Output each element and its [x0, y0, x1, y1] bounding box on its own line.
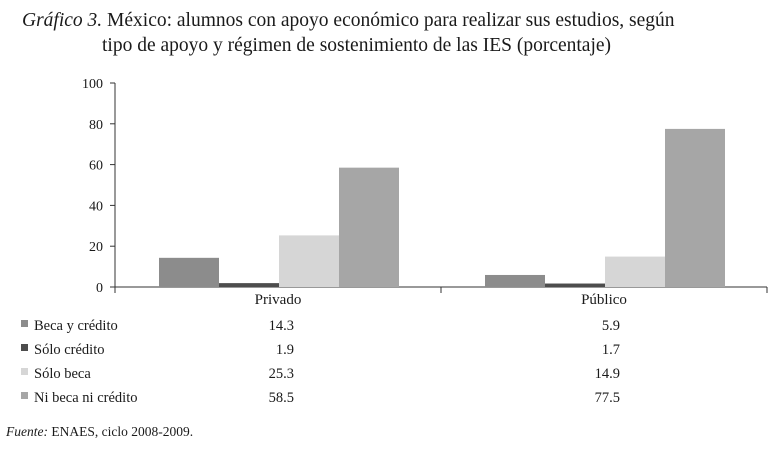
source-label: Fuente: [6, 424, 48, 439]
chart-title-line2: tipo de apoyo y régimen de sostenimiento… [102, 35, 612, 56]
y-tick-label: 100 [82, 77, 103, 92]
bar-1-2 [485, 274, 545, 287]
bar-3-2 [605, 256, 665, 287]
chart-title: Gráfico 3. México: alumnos con apoyo eco… [22, 8, 778, 58]
data-table-value: 1.9 [276, 342, 294, 358]
data-table-value: 77.5 [595, 390, 620, 406]
data-table-value: 1.7 [602, 342, 620, 358]
legend-label: Sólo crédito [34, 342, 104, 358]
y-tick-label: 80 [89, 118, 103, 133]
y-tick-label: 0 [96, 281, 103, 296]
data-table-value: 58.5 [269, 390, 294, 406]
data-table-value: 5.9 [602, 318, 620, 334]
legend-label: Sólo beca [34, 366, 91, 382]
bar-chart: 0 20 40 60 80 100 Privado Público Beca y crédito… [21, 77, 768, 406]
x-category-label: Público [581, 292, 627, 308]
legend-swatch [21, 344, 28, 351]
data-table-value: 25.3 [269, 366, 294, 382]
chart-title-prefix: Gráfico 3. [22, 10, 103, 31]
legend-label: Beca y crédito [34, 318, 118, 334]
data-table-value: 14.9 [595, 366, 620, 382]
bar-1-1 [159, 257, 219, 287]
bar-4-2 [665, 128, 725, 287]
y-tick-label: 60 [89, 159, 103, 174]
bar-3-1 [279, 235, 339, 287]
legend-swatch [21, 392, 28, 399]
y-tick-label: 40 [89, 199, 103, 214]
legend-label: Ni beca ni crédito [34, 390, 137, 406]
bar-2-2 [545, 283, 605, 287]
source-note: Fuente: ENAES, ciclo 2008-2009. [6, 424, 193, 440]
data-table-value: 14.3 [269, 318, 294, 334]
legend-swatch [21, 320, 28, 327]
source-text: ENAES, ciclo 2008-2009. [51, 424, 194, 439]
legend-swatch [21, 368, 28, 375]
chart-title-line1: México: alumnos con apoyo económico para… [107, 10, 675, 31]
y-tick-label: 20 [89, 240, 103, 255]
bar-2-1 [219, 283, 279, 287]
bar-4-1 [339, 167, 399, 287]
x-category-label: Privado [255, 292, 302, 308]
